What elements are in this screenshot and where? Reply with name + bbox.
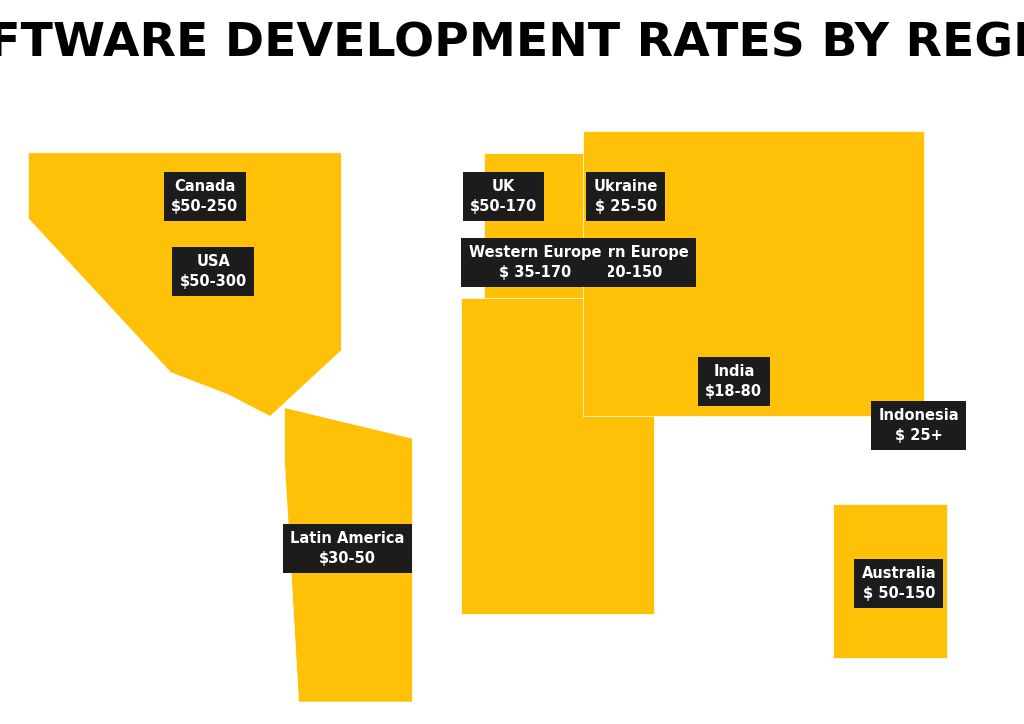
Text: USA
$50-300: USA $50-300 <box>179 254 247 289</box>
Text: Western Europe
$ 35-170: Western Europe $ 35-170 <box>469 245 601 280</box>
Text: Eastern Europe
$ 20-150: Eastern Europe $ 20-150 <box>562 245 689 280</box>
Text: India
$18-80: India $18-80 <box>706 364 763 399</box>
Text: Latin America
$30-50: Latin America $30-50 <box>290 531 404 565</box>
Text: SOFTWARE DEVELOPMENT RATES BY REGION: SOFTWARE DEVELOPMENT RATES BY REGION <box>0 22 1024 67</box>
Text: UK
$50-170: UK $50-170 <box>470 180 538 214</box>
Text: Australia
$ 50-150: Australia $ 50-150 <box>861 566 936 601</box>
Text: Indonesia
$ 25+: Indonesia $ 25+ <box>879 408 959 442</box>
Text: Ukraine
$ 25-50: Ukraine $ 25-50 <box>594 180 658 214</box>
Text: Canada
$50-250: Canada $50-250 <box>171 180 239 214</box>
